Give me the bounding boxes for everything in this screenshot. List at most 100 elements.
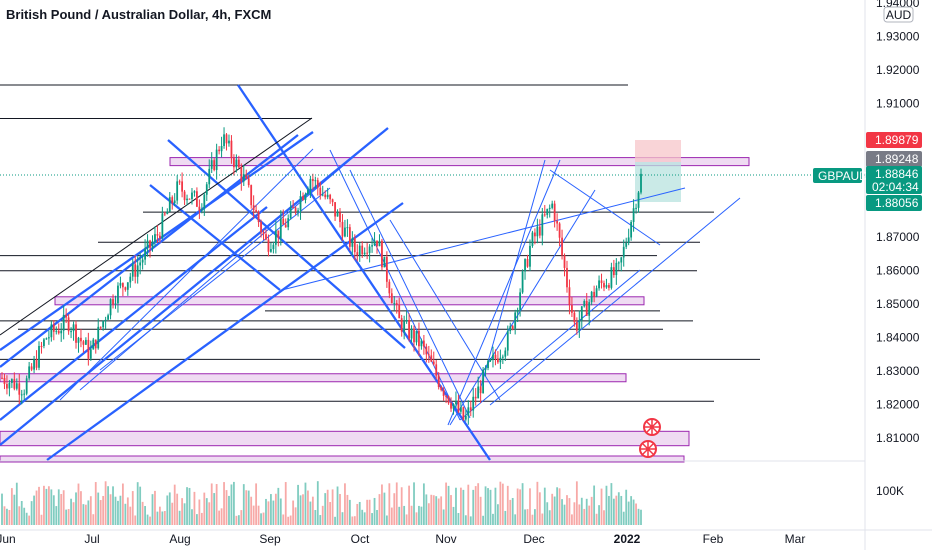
volume-bar — [205, 498, 208, 525]
trend-line[interactable] — [449, 189, 596, 426]
candle-body — [307, 189, 309, 195]
last-price-tag[interactable]: GBPAUD 1.88846 02:04:34 — [813, 166, 922, 194]
candle-body — [245, 174, 248, 179]
candle-body — [546, 208, 549, 215]
candle-body — [316, 180, 319, 188]
candle-body — [492, 354, 494, 360]
candle-body — [89, 349, 92, 359]
candle-body — [70, 331, 72, 333]
volume-bar — [521, 483, 524, 525]
supply-demand-zone[interactable] — [0, 373, 627, 383]
volume-bar — [610, 483, 613, 525]
volume-bar — [1, 493, 3, 525]
volume-bar — [529, 488, 531, 525]
volume-bar — [543, 487, 546, 525]
volume-bar — [112, 486, 114, 525]
price-tick-label: 1.91000 — [876, 96, 920, 110]
trend-line[interactable] — [46, 202, 404, 461]
trend-line[interactable] — [479, 159, 546, 391]
volume-bar — [524, 509, 526, 525]
supply-demand-zone[interactable] — [0, 430, 690, 447]
candle-body — [445, 395, 447, 397]
time-tick-label: Aug — [169, 532, 190, 546]
long-position-tool[interactable] — [635, 140, 681, 202]
trend-line[interactable] — [389, 219, 501, 401]
trend-line[interactable] — [489, 197, 741, 406]
trend-line[interactable] — [447, 159, 561, 426]
volume-bar — [72, 502, 75, 525]
price-axis[interactable] — [865, 0, 932, 550]
trend-line[interactable] — [0, 134, 299, 368]
trend-line[interactable] — [549, 169, 661, 246]
candle-body — [361, 245, 364, 255]
volume-bar — [568, 498, 571, 525]
time-tick-label: 2022 — [614, 532, 641, 546]
candle-body — [20, 394, 23, 396]
candle-body — [8, 382, 11, 389]
volume-bar — [531, 514, 534, 525]
volume-bar — [358, 501, 361, 525]
currency-badge[interactable] — [883, 6, 914, 23]
candle-body — [398, 304, 401, 319]
price-tick-label: 1.83000 — [876, 364, 920, 378]
trend-line[interactable] — [59, 148, 314, 401]
trend-line[interactable] — [79, 129, 386, 391]
volume-bar — [615, 495, 618, 525]
volume-bar — [548, 510, 551, 525]
trend-line[interactable] — [281, 187, 686, 291]
candle-body — [252, 205, 255, 211]
candle-body — [415, 330, 418, 343]
candle-body — [28, 366, 31, 379]
volume-bar — [492, 513, 494, 525]
volume-bar — [504, 510, 507, 525]
candle-body — [566, 267, 568, 288]
trend-line[interactable] — [0, 131, 314, 351]
volume-bar — [131, 491, 134, 525]
volume-bar — [87, 500, 90, 525]
symbol-label: GBPAUD — [818, 169, 868, 183]
candle-body — [418, 330, 420, 347]
candle-body — [462, 407, 465, 420]
candle-body — [178, 181, 181, 183]
candle-body — [314, 180, 317, 182]
trend-line[interactable] — [349, 169, 471, 419]
candle-body — [598, 280, 600, 289]
volume-bar — [413, 482, 415, 525]
volume-bar — [427, 503, 430, 525]
volume-bar — [331, 489, 334, 525]
candle-body — [126, 282, 129, 290]
volume-bar — [316, 481, 319, 525]
candle-body — [30, 366, 33, 370]
volume-bar — [247, 490, 250, 525]
volume-bar — [452, 506, 455, 525]
volume-bar — [141, 501, 144, 525]
candle-body — [124, 287, 127, 290]
volume-bar — [519, 489, 522, 525]
volume-bar — [595, 513, 598, 525]
supply-demand-zone[interactable] — [0, 455, 685, 463]
candle-body — [440, 386, 443, 390]
volume-bar — [467, 484, 470, 525]
trend-line[interactable] — [99, 187, 331, 371]
trend-line[interactable] — [0, 117, 313, 336]
volume-bar — [233, 481, 235, 525]
candle-body — [18, 383, 21, 395]
time-tick-label: Jul — [84, 532, 99, 546]
candle-body — [119, 283, 122, 286]
candle-body — [521, 271, 524, 293]
volume-bar — [270, 494, 272, 525]
volume-bar — [447, 485, 450, 525]
volume-bar — [235, 515, 238, 525]
volume-bar — [321, 505, 324, 525]
trend-line[interactable] — [459, 269, 641, 421]
trend-line[interactable] — [0, 206, 268, 421]
volume-bar — [23, 507, 26, 525]
trend-line[interactable] — [0, 127, 389, 446]
candle-body — [541, 214, 544, 236]
event-markers[interactable] — [639, 418, 661, 458]
supply-demand-zone[interactable] — [169, 157, 750, 167]
volume-bar — [309, 501, 312, 525]
volume-bar — [92, 514, 95, 525]
candle-body — [435, 364, 438, 376]
